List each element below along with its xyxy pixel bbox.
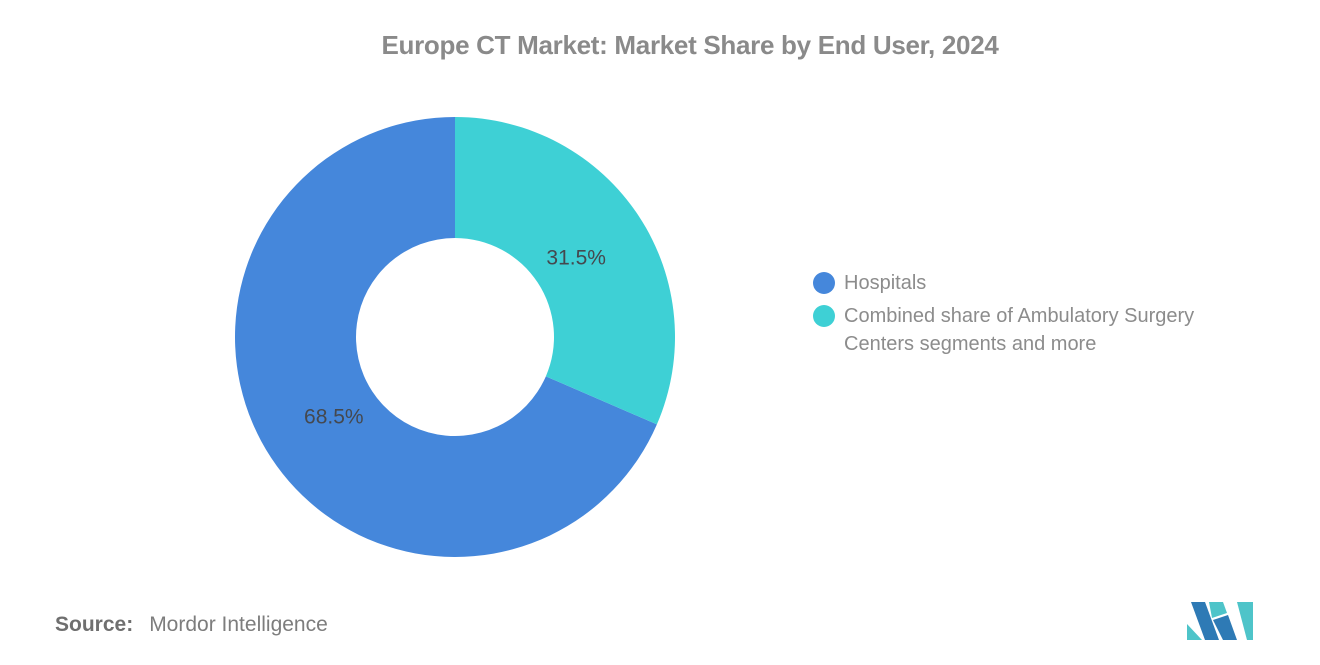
logo-shape-blue-mid xyxy=(1213,615,1237,640)
pie-slice-1[interactable] xyxy=(455,117,675,425)
mordor-intelligence-logo xyxy=(1187,602,1253,640)
source-value: Mordor Intelligence xyxy=(149,613,328,636)
slice-label-1: 31.5% xyxy=(546,246,606,269)
slice-label-0: 68.5% xyxy=(304,406,364,429)
source-label: Source: xyxy=(55,613,134,636)
legend-item-ambulatory[interactable]: Combined share of Ambulatory Surgery Cen… xyxy=(813,302,1233,358)
donut-chart: 68.5% 31.5% xyxy=(235,117,675,557)
legend-item-hospitals[interactable]: Hospitals xyxy=(813,269,1233,297)
logo-shape-teal-mid xyxy=(1209,602,1227,618)
logo-shape-teal-left xyxy=(1187,624,1202,640)
logo-shape-blue-left xyxy=(1191,602,1219,640)
source-line: Source: Mordor Intelligence xyxy=(55,613,328,637)
logo-shape-teal-right xyxy=(1237,602,1253,640)
pie-slice-0[interactable] xyxy=(235,117,657,557)
chart-legend: Hospitals Combined share of Ambulatory S… xyxy=(813,269,1233,363)
legend-label-ambulatory: Combined share of Ambulatory Surgery Cen… xyxy=(844,305,1195,355)
legend-dot-ambulatory xyxy=(813,305,835,327)
legend-dot-hospitals xyxy=(813,272,835,294)
chart-title: Europe CT Market: Market Share by End Us… xyxy=(381,30,999,60)
legend-label-hospitals: Hospitals xyxy=(844,272,927,294)
